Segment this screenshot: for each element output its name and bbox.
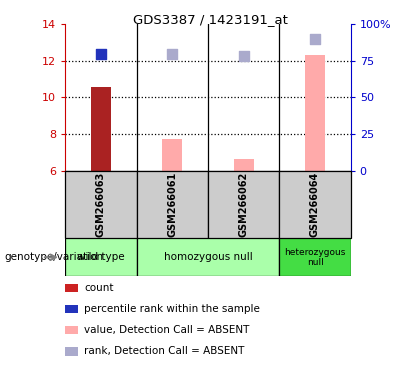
Point bbox=[240, 53, 247, 59]
Text: count: count bbox=[84, 283, 113, 293]
Bar bbox=[234, 159, 254, 171]
Bar bbox=[65, 347, 78, 356]
Bar bbox=[136, 171, 208, 238]
Text: rank, Detection Call = ABSENT: rank, Detection Call = ABSENT bbox=[84, 346, 244, 356]
Text: homozygous null: homozygous null bbox=[163, 252, 252, 262]
Text: wild type: wild type bbox=[77, 252, 125, 262]
Text: value, Detection Call = ABSENT: value, Detection Call = ABSENT bbox=[84, 325, 249, 335]
Bar bbox=[65, 326, 78, 334]
Point bbox=[169, 51, 176, 57]
Bar bbox=[65, 284, 78, 292]
Text: heterozygous
null: heterozygous null bbox=[284, 248, 346, 267]
Text: percentile rank within the sample: percentile rank within the sample bbox=[84, 304, 260, 314]
Bar bbox=[279, 171, 351, 238]
Bar bbox=[279, 238, 351, 276]
Bar bbox=[91, 87, 111, 171]
Text: genotype/variation: genotype/variation bbox=[4, 252, 103, 262]
Bar bbox=[208, 171, 279, 238]
Bar bbox=[65, 238, 136, 276]
Point bbox=[312, 35, 318, 41]
Bar bbox=[162, 139, 182, 171]
Text: GDS3387 / 1423191_at: GDS3387 / 1423191_at bbox=[133, 13, 287, 26]
Text: GSM266064: GSM266064 bbox=[310, 172, 320, 237]
Bar bbox=[65, 305, 78, 313]
Bar bbox=[65, 171, 136, 238]
Text: GSM266063: GSM266063 bbox=[96, 172, 106, 237]
Bar bbox=[136, 238, 279, 276]
Bar bbox=[305, 55, 325, 171]
Text: GSM266061: GSM266061 bbox=[167, 172, 177, 237]
Text: GSM266062: GSM266062 bbox=[239, 172, 249, 237]
Point bbox=[97, 51, 104, 57]
